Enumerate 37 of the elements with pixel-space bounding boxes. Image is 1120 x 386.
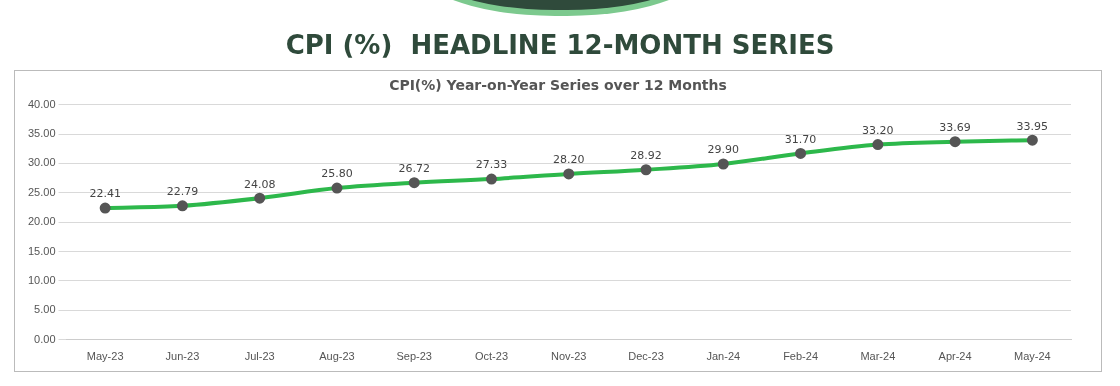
chart-subtitle: CPI(%) Year-on-Year Series over 12 Months: [388, 77, 728, 93]
y-tick-label: 0.00: [34, 332, 56, 345]
x-tick-label: Sep-23: [396, 350, 432, 363]
data-label: 29.90: [707, 143, 740, 157]
data-label: 22.41: [89, 187, 121, 201]
y-tick-label: 35.00: [28, 127, 56, 140]
x-tick-label: Mar-24: [860, 350, 896, 363]
x-tick-label: Jul-23: [244, 350, 275, 363]
y-tick-label: 15.00: [28, 244, 56, 257]
data-label: 26.72: [398, 162, 430, 176]
x-tick-label: Dec-23: [628, 350, 664, 363]
x-tick-label: May-24: [1014, 350, 1051, 363]
x-tick-label: Oct-23: [474, 350, 508, 363]
y-tick-label: 5.00: [34, 303, 56, 316]
x-tick-label: Feb-24: [783, 350, 818, 363]
data-label: 25.80: [321, 167, 353, 181]
x-tick-label: Aug-23: [319, 350, 355, 363]
x-tick-label: Apr-24: [938, 350, 972, 363]
data-label: 33.69: [939, 121, 971, 135]
x-tick-label: Nov-23: [551, 350, 587, 363]
data-label: 33.95: [1016, 119, 1049, 133]
x-tick-label: Jan-24: [706, 350, 741, 363]
data-label: 22.79: [166, 185, 199, 199]
x-tick-label: Jun-23: [165, 350, 200, 363]
data-label: 31.70: [784, 132, 817, 146]
data-label: 24.08: [243, 177, 276, 191]
y-tick-label: 20.00: [28, 215, 56, 228]
y-tick-label: 30.00: [28, 156, 56, 169]
y-tick-label: 25.00: [28, 185, 56, 198]
x-tick-label: May-23: [86, 350, 124, 363]
y-tick-label: 10.00: [28, 274, 56, 287]
data-label: 28.92: [630, 149, 662, 163]
data-label: 28.20: [553, 153, 585, 167]
data-label: 33.20: [862, 123, 894, 137]
data-label: 27.33: [475, 158, 508, 172]
chart-title: CPI (%) HEADLINE 12-MONTH SERIES: [284, 30, 836, 60]
y-tick-label: 40.00: [28, 97, 56, 110]
